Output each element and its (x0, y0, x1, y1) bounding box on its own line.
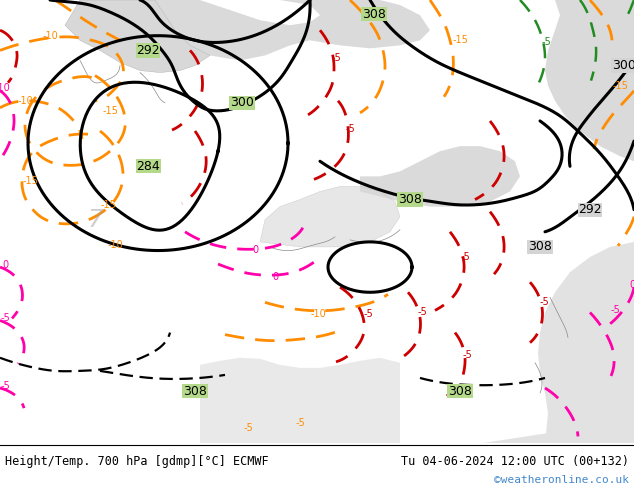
Text: -5: -5 (345, 124, 355, 134)
Text: -10: -10 (0, 83, 10, 93)
Polygon shape (480, 242, 634, 443)
Text: 292: 292 (578, 203, 602, 216)
Text: 308: 308 (448, 385, 472, 397)
Text: 308: 308 (362, 8, 386, 21)
Text: 0: 0 (2, 260, 8, 270)
Text: 0: 0 (252, 245, 258, 255)
Text: 7: 7 (88, 208, 104, 232)
Polygon shape (260, 187, 400, 247)
Text: -5: -5 (460, 252, 470, 262)
Text: Tu 04-06-2024 12:00 UTC (00+132): Tu 04-06-2024 12:00 UTC (00+132) (401, 455, 629, 468)
Text: 308: 308 (183, 385, 207, 397)
Text: 308: 308 (528, 241, 552, 253)
Text: 292: 292 (136, 44, 160, 57)
Text: -5: -5 (0, 314, 10, 323)
Text: -5: -5 (539, 297, 549, 307)
Text: -5: -5 (417, 307, 427, 318)
Text: 0: 0 (272, 272, 278, 282)
Text: -5: -5 (541, 37, 551, 48)
Text: -5: -5 (331, 53, 341, 63)
Text: -10: -10 (42, 31, 58, 41)
Text: -10: -10 (107, 240, 123, 250)
Text: -15: -15 (612, 81, 628, 91)
Polygon shape (540, 0, 634, 161)
Text: -5: -5 (462, 350, 472, 360)
Text: -15: -15 (452, 35, 468, 45)
Text: 308: 308 (398, 193, 422, 206)
Text: -15: -15 (22, 176, 38, 186)
Polygon shape (130, 0, 430, 60)
Text: Height/Temp. 700 hPa [gdmp][°C] ECMWF: Height/Temp. 700 hPa [gdmp][°C] ECMWF (5, 455, 269, 468)
Polygon shape (65, 0, 210, 73)
Text: -5: -5 (243, 423, 253, 433)
Text: -10: -10 (310, 310, 326, 319)
Text: -5: -5 (0, 381, 10, 391)
Text: -15: -15 (102, 106, 118, 116)
Text: -5: -5 (363, 310, 373, 319)
Text: ©weatheronline.co.uk: ©weatheronline.co.uk (494, 475, 629, 485)
Text: 0: 0 (629, 280, 634, 290)
Text: 300: 300 (612, 59, 634, 72)
Polygon shape (360, 146, 520, 207)
Polygon shape (200, 358, 400, 443)
Text: 284: 284 (136, 160, 160, 173)
Text: -10: -10 (17, 96, 33, 106)
Text: -15: -15 (100, 199, 116, 210)
Text: -5: -5 (295, 418, 305, 428)
Text: -5: -5 (610, 305, 620, 316)
Text: 300: 300 (230, 97, 254, 109)
